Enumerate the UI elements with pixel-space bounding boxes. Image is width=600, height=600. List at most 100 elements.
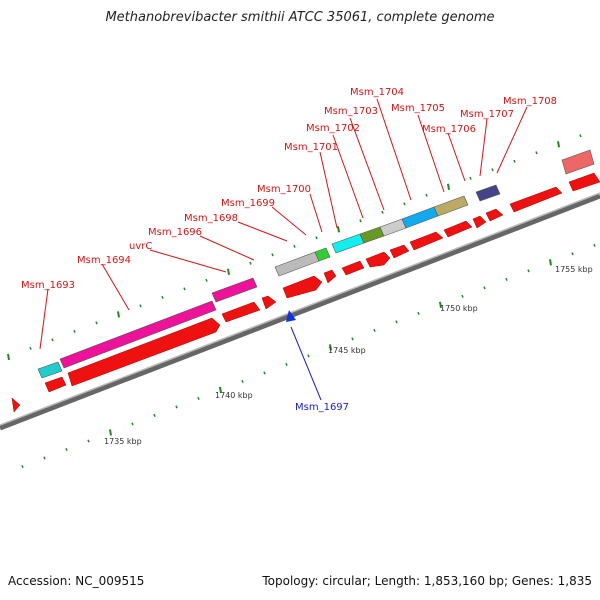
scale-tick xyxy=(227,268,230,276)
gene-label-msm-1706[interactable]: Msm_1706 xyxy=(422,124,476,135)
scale-label-1735: 1735 kbp xyxy=(104,437,142,446)
reverse-cds-marker-msm-1697[interactable] xyxy=(286,310,296,322)
scale-tick xyxy=(491,168,494,172)
scale-tick xyxy=(153,413,156,417)
feature-block-msm-1705[interactable] xyxy=(433,195,469,217)
gene-label-msm-1694[interactable]: Msm_1694 xyxy=(77,255,131,266)
gene-label-msm-1693[interactable]: Msm_1693 xyxy=(21,280,75,291)
scale-tick xyxy=(439,301,442,309)
scale-tick xyxy=(417,311,420,315)
scale-tick xyxy=(139,304,142,308)
feature-block-msm-1703[interactable] xyxy=(379,218,407,237)
scale-ticks xyxy=(7,134,596,469)
cds-arrow[interactable] xyxy=(568,172,600,192)
gene-label-msm-1708[interactable]: Msm_1708 xyxy=(503,96,557,107)
scale-tick xyxy=(307,354,310,358)
cds-arrow[interactable] xyxy=(509,186,563,213)
scale-tick xyxy=(241,379,244,383)
feature-block-msm-1704[interactable] xyxy=(401,206,439,229)
scale-tick xyxy=(593,243,596,247)
gene-label-msm-1699[interactable]: Msm_1699 xyxy=(221,198,275,209)
scale-tick xyxy=(425,193,428,197)
cds-arrow[interactable] xyxy=(261,295,277,310)
cds-arrow[interactable] xyxy=(221,301,261,323)
scale-label-1745: 1745 kbp xyxy=(328,346,366,355)
cds-arrow[interactable] xyxy=(485,208,504,222)
scale-tick xyxy=(205,278,208,282)
scale-tick xyxy=(249,261,252,265)
gene-label-msm-1698[interactable]: Msm_1698 xyxy=(184,213,238,224)
scale-tick xyxy=(571,252,574,256)
gene-label-msm-1705[interactable]: Msm_1705 xyxy=(391,103,445,114)
scale-tick xyxy=(197,396,200,400)
scale-tick xyxy=(505,277,508,281)
scale-tick xyxy=(395,320,398,324)
feature-block-uvrc[interactable] xyxy=(211,277,258,303)
feature-block-msm-1693[interactable] xyxy=(37,361,63,379)
scale-tick xyxy=(535,151,538,155)
scale-tick xyxy=(359,219,362,223)
scale-labels: 1735 kbp 1740 kbp 1745 kbp 1750 kbp 1755… xyxy=(104,265,593,446)
scale-tick xyxy=(43,456,46,460)
cds-arrow[interactable] xyxy=(44,376,67,393)
scale-tick xyxy=(219,386,222,394)
scale-tick xyxy=(483,286,486,290)
label-leader-msm-1697 xyxy=(290,326,322,401)
scale-tick xyxy=(557,141,560,148)
scale-tick xyxy=(527,269,530,273)
cds-arrow[interactable] xyxy=(282,275,323,299)
scale-tick xyxy=(271,253,274,257)
gene-label-msm-1696[interactable]: Msm_1696 xyxy=(148,227,202,238)
scale-tick xyxy=(7,353,10,361)
forward-cds-track xyxy=(11,172,600,413)
scale-tick xyxy=(381,210,384,214)
feature-block-msm-1708[interactable] xyxy=(561,149,595,175)
scale-tick xyxy=(549,259,552,266)
scale-tick xyxy=(95,321,98,325)
scale-tick xyxy=(461,294,464,298)
scale-tick xyxy=(293,244,296,248)
scale-tick xyxy=(337,226,340,233)
scale-label-1750: 1750 kbp xyxy=(440,304,478,313)
scale-tick xyxy=(469,176,472,180)
gene-label-msm-1704[interactable]: Msm_1704 xyxy=(350,87,404,98)
scale-tick xyxy=(87,439,90,443)
cds-arrow[interactable] xyxy=(389,244,410,259)
scale-tick xyxy=(351,337,354,341)
feature-block-msm-1698[interactable] xyxy=(274,251,320,277)
scale-tick xyxy=(109,429,112,436)
scale-tick xyxy=(263,371,266,375)
scale-tick xyxy=(21,464,24,469)
scale-tick xyxy=(29,346,32,350)
feature-block-msm-1699[interactable] xyxy=(314,247,331,262)
scale-tick xyxy=(329,344,332,351)
scale-tick xyxy=(65,447,68,452)
scale-tick xyxy=(447,183,450,190)
feature-block-msm-1707[interactable] xyxy=(475,184,501,202)
gene-label-msm-1697[interactable]: Msm_1697 xyxy=(295,402,349,413)
cds-arrow[interactable] xyxy=(67,317,221,387)
genome-backbone xyxy=(0,192,600,431)
scale-tick xyxy=(131,422,134,426)
scale-label-1740: 1740 kbp xyxy=(215,391,253,400)
gene-label-msm-1700[interactable]: Msm_1700 xyxy=(257,184,311,195)
feature-block-msm-1701[interactable] xyxy=(331,233,365,254)
gene-label-msm-1703[interactable]: Msm_1703 xyxy=(324,106,378,117)
cds-arrow[interactable] xyxy=(365,251,391,268)
cds-arrow[interactable] xyxy=(472,215,487,229)
gene-label-msm-1707[interactable]: Msm_1707 xyxy=(460,109,514,120)
cds-arrow[interactable] xyxy=(443,220,473,238)
scale-tick xyxy=(175,405,178,409)
gene-label-msm-1701[interactable]: Msm_1701 xyxy=(284,142,338,153)
cds-arrow[interactable] xyxy=(409,231,444,251)
accession-text: Accession: NC_009515 xyxy=(8,574,145,588)
feature-block-msm-1702[interactable] xyxy=(359,226,385,244)
cds-arrow[interactable] xyxy=(323,269,337,284)
gene-label-msm-1702[interactable]: Msm_1702 xyxy=(306,123,360,134)
feature-block-msm-1694[interactable] xyxy=(59,300,217,369)
cds-arrow[interactable] xyxy=(11,397,21,413)
cds-arrow[interactable] xyxy=(341,260,365,276)
scale-tick xyxy=(51,338,54,342)
gene-label-uvrc[interactable]: uvrC xyxy=(129,241,152,252)
